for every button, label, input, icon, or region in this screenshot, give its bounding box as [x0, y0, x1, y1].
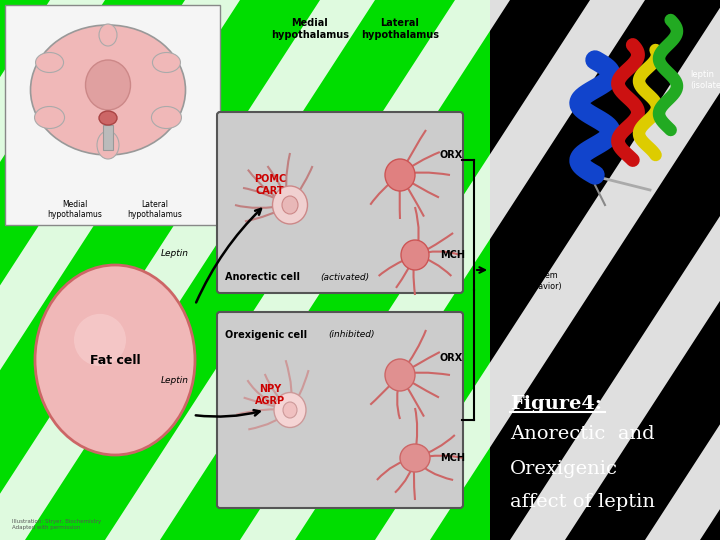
Text: Anorectic cell: Anorectic cell	[225, 272, 300, 282]
Text: Fat cell: Fat cell	[90, 354, 140, 367]
Ellipse shape	[97, 131, 119, 159]
Text: leptin
(isolated): leptin (isolated)	[690, 70, 720, 90]
Text: Lateral
hypothalamus: Lateral hypothalamus	[361, 18, 439, 39]
Ellipse shape	[274, 393, 306, 428]
Text: Lateral
hypothalamus: Lateral hypothalamus	[127, 200, 182, 219]
Text: Illustration: Stryer, Biochemistry
Adapted with permission: Illustration: Stryer, Biochemistry Adapt…	[12, 519, 101, 530]
Text: (activated): (activated)	[320, 273, 369, 282]
Ellipse shape	[385, 159, 415, 191]
FancyBboxPatch shape	[217, 112, 463, 293]
Text: to Cerebral
Cortex and
Autonomic
Nervous System
(eating behavior): to Cerebral Cortex and Autonomic Nervous…	[492, 240, 562, 291]
Bar	[103, 125, 113, 150]
Polygon shape	[645, 0, 720, 540]
Ellipse shape	[283, 402, 297, 418]
Text: ORX: ORX	[440, 150, 463, 160]
Text: Leptin: Leptin	[161, 249, 189, 258]
Polygon shape	[375, 0, 720, 540]
Ellipse shape	[401, 240, 429, 270]
Text: Leptin: Leptin	[161, 376, 189, 385]
Text: (inhibited): (inhibited)	[328, 330, 374, 339]
Ellipse shape	[99, 111, 117, 125]
Ellipse shape	[74, 314, 126, 366]
Text: NPY
AGRP: NPY AGRP	[255, 384, 285, 406]
Polygon shape	[0, 0, 375, 540]
Text: Anorectic  and: Anorectic and	[510, 425, 654, 443]
Text: Orexigenic cell: Orexigenic cell	[225, 330, 307, 340]
Text: Orexigenic: Orexigenic	[510, 460, 618, 478]
Polygon shape	[240, 0, 645, 540]
Text: affect of leptin: affect of leptin	[510, 493, 655, 511]
Text: MCH: MCH	[440, 453, 465, 463]
Bar	[0, 0, 490, 540]
Text: ORX: ORX	[440, 353, 463, 363]
Ellipse shape	[99, 24, 117, 46]
Ellipse shape	[400, 444, 430, 472]
Ellipse shape	[35, 265, 195, 455]
Ellipse shape	[282, 196, 298, 214]
Ellipse shape	[35, 106, 65, 129]
Polygon shape	[510, 0, 720, 540]
Polygon shape	[105, 0, 510, 540]
Bar	[5, 5, 220, 225]
Text: MCH: MCH	[440, 250, 465, 260]
Ellipse shape	[35, 52, 63, 72]
FancyBboxPatch shape	[217, 312, 463, 508]
Text: Medial
hypothalamus: Medial hypothalamus	[48, 200, 102, 219]
Ellipse shape	[272, 186, 307, 224]
Text: Medial
hypothalamus: Medial hypothalamus	[271, 18, 349, 39]
Text: POMC
CART: POMC CART	[254, 174, 286, 196]
Text: Figure4:: Figure4:	[510, 395, 602, 413]
Ellipse shape	[30, 25, 186, 155]
Polygon shape	[0, 0, 240, 540]
Ellipse shape	[151, 106, 181, 129]
Ellipse shape	[153, 52, 181, 72]
Ellipse shape	[86, 60, 130, 110]
Polygon shape	[0, 0, 105, 540]
Ellipse shape	[385, 359, 415, 391]
